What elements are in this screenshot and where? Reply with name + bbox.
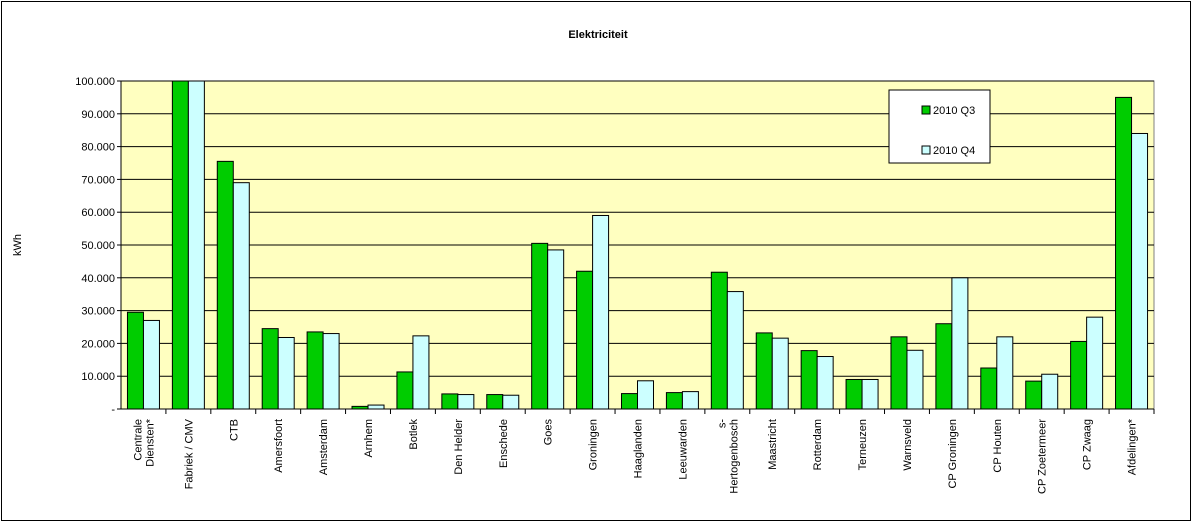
x-tick-label: Rotterdam	[812, 419, 824, 470]
x-tick-label: Amsterdam	[318, 419, 330, 475]
bar-2010-q3-fabriek-cmv	[171, 80, 189, 410]
x-axis: Centrale Diensten* Fabriek / CMV CTB Amersfo…	[121, 408, 1155, 494]
bar-2010-q3-haaglanden	[621, 393, 638, 410]
x-tick-label: Terneuzen	[857, 419, 869, 470]
bar-2010-q4-fabriek-cmv	[187, 80, 205, 410]
bar-2010-q3-cp-zwaag	[1070, 340, 1088, 410]
x-tick-label: Diensten*	[144, 418, 156, 466]
bar-2010-q4-haaglanden	[637, 380, 654, 410]
bar-2010-q4-leeuwarden	[681, 391, 699, 410]
legend-box	[888, 89, 991, 164]
bar-2010-q4-cp-groningen	[951, 277, 969, 410]
x-tick-label: CP Houten	[992, 419, 1004, 473]
bar-2010-q3-cp-groningen	[935, 323, 953, 410]
bar-2010-q3-amsterdam	[306, 331, 324, 410]
bar-2010-q3-groningen	[576, 270, 594, 410]
bar-2010-q4-cp-zoetermeer	[1041, 373, 1059, 410]
bar-2010-q3-amersfoort	[261, 328, 279, 410]
x-tick-label: CP Zoetermeer	[1037, 419, 1049, 494]
bar-2010-q3-cp-zoetermeer	[1025, 380, 1043, 410]
x-tick-label: Groningen	[588, 419, 600, 470]
y-tick-label: 80.000	[81, 142, 115, 154]
x-tick-label: Fabriek / CMV	[183, 418, 195, 489]
y-tick-label: 50.000	[81, 240, 115, 252]
x-tick-label: Hertogenbosch	[728, 419, 740, 494]
bar-2010-q4-goes	[547, 249, 565, 410]
x-tick-label: CP Zwaag	[1082, 419, 1094, 470]
bar-2010-q3-warnsveld	[890, 336, 908, 410]
bar-2010-q4-afdelingen	[1131, 132, 1149, 410]
bar-2010-q4-den-helder	[457, 394, 475, 410]
x-tick-label: Enschede	[498, 419, 510, 468]
x-tick-label: s-	[716, 419, 728, 429]
x-tick-label: Maastricht	[767, 419, 779, 470]
bar-2010-q3-terneuzen	[845, 378, 863, 410]
bar-2010-q4-arnhem	[367, 404, 385, 410]
y-tick-label: 20.000	[81, 338, 115, 350]
y-tick-label: 90.000	[81, 109, 115, 121]
bar-2010-q4-centrale-diensten	[142, 319, 160, 410]
y-tick-label: 60.000	[81, 207, 115, 219]
legend-label-2010-q3: 2010 Q3	[933, 105, 975, 117]
bar-2010-q4-s-hertogenbosch	[726, 291, 744, 410]
x-tick-label: Haaglanden	[633, 419, 645, 478]
x-tick-label: CTB	[228, 419, 240, 441]
y-tick-label: 10.000	[81, 371, 115, 383]
y-tick-label: 40.000	[81, 273, 115, 285]
legend-label-2010-q4: 2010 Q4	[933, 145, 975, 157]
legend-swatch-2010-q3	[921, 105, 931, 115]
bar-2010-q3-afdelingen	[1115, 96, 1133, 410]
bar-2010-q4-groningen	[592, 214, 610, 410]
legend: 2010 Q3 2010 Q4	[888, 89, 991, 164]
bar-2010-q4-warnsveld	[906, 349, 924, 410]
bar-2010-q4-rotterdam	[816, 356, 834, 410]
y-axis-label: kWh	[12, 234, 24, 256]
x-tick-label: CP Groningen	[947, 419, 959, 489]
bar-2010-q3-enschede	[486, 394, 504, 410]
y-tick-label: 70.000	[81, 174, 115, 186]
y-tick-label: 100.000	[75, 76, 115, 88]
x-tick-label: Botlek	[408, 419, 420, 450]
legend-swatch-2010-q4	[921, 145, 931, 155]
bar-2010-q4-botlek	[412, 335, 430, 410]
x-tick-label: Centrale	[132, 419, 144, 461]
x-tick-label: Arnhem	[363, 419, 375, 458]
bar-2010-q3-maastricht	[755, 332, 773, 410]
x-tick-label: Goes	[543, 419, 555, 446]
bar-2010-q3-centrale-diensten	[126, 311, 144, 410]
chart-title: Elektriciteit	[568, 29, 628, 41]
bar-2010-q4-ctb	[232, 182, 250, 410]
x-tick-label: Afdelingen*	[1127, 418, 1139, 475]
y-axis: - 10.000 20.000 30.000 40.000 50.000 60.000 70.…	[75, 76, 122, 416]
bar-2010-q3-leeuwarden	[665, 392, 683, 410]
bar-2010-q4-amersfoort	[277, 336, 295, 410]
bar-2010-q4-amsterdam	[322, 333, 340, 410]
x-tick-label: Den Helder	[453, 419, 465, 475]
bar-2010-q4-cp-houten	[996, 336, 1014, 410]
bars	[126, 80, 1149, 410]
bar-2010-q3-goes	[531, 242, 549, 410]
bar-2010-q4-enschede	[502, 394, 520, 410]
x-tick-label: Leeuwarden	[677, 419, 689, 480]
bar-2010-q3-den-helder	[441, 393, 459, 410]
x-tick-label: Warnsveld	[902, 419, 914, 471]
y-tick-label: 30.000	[81, 306, 115, 318]
bar-2010-q4-cp-zwaag	[1086, 316, 1104, 410]
bar-2010-q3-cp-houten	[980, 367, 998, 410]
x-tick-label: Amersfoort	[273, 419, 285, 473]
bar-2010-q3-s-hertogenbosch	[710, 271, 728, 410]
bar-2010-q3-ctb	[216, 160, 234, 410]
bar-2010-q3-botlek	[396, 371, 414, 410]
bar-2010-q4-maastricht	[771, 337, 789, 410]
y-tick-label: -	[111, 404, 115, 416]
bar-2010-q3-rotterdam	[800, 350, 818, 410]
bar-2010-q4-terneuzen	[861, 378, 879, 410]
